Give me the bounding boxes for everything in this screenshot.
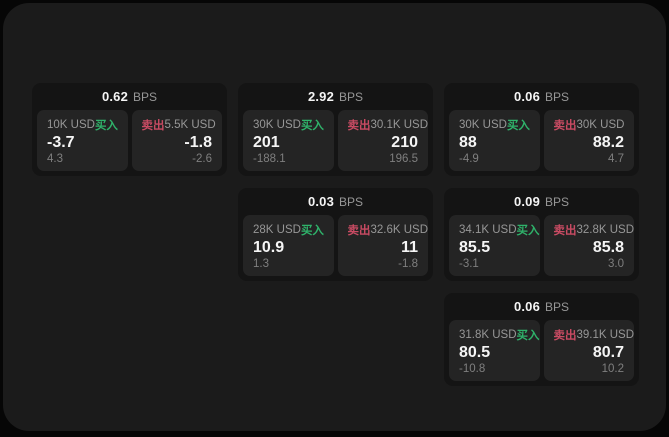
sell-notional: 32.6K USD xyxy=(370,224,429,236)
quote-body: 30K USD 买入 88 -4.9 卖出 30K USD 88.2 4.7 xyxy=(444,110,639,176)
sell-tile[interactable]: 卖出 32.6K USD 11 -1.8 xyxy=(337,215,429,276)
buy-label: 买入 xyxy=(300,120,324,132)
buy-label: 买入 xyxy=(506,120,530,132)
sell-delta: 10.2 xyxy=(601,362,624,375)
sell-label: 卖出 xyxy=(141,120,165,132)
quote-card: 2.92 BPS 30K USD 买入 201 -188.1 卖出 30.1K … xyxy=(238,83,433,176)
buy-notional: 30K USD xyxy=(253,119,301,131)
buy-price: 10.9 xyxy=(253,239,285,257)
sell-price: 88.2 xyxy=(592,134,624,152)
bps-value: 0.06 xyxy=(513,299,541,314)
sell-tile[interactable]: 卖出 5.5K USD -1.8 -2.6 xyxy=(131,110,222,171)
bps-unit-label: BPS xyxy=(545,89,570,104)
buy-notional: 30K USD xyxy=(459,119,507,131)
quote-card: 0.09 BPS 34.1K USD 买入 85.5 -3.1 卖出 32.8K… xyxy=(444,188,639,281)
sell-tile[interactable]: 卖出 30.1K USD 210 196.5 xyxy=(337,110,429,171)
buy-notional: 28K USD xyxy=(253,224,301,236)
bps-header: 0.03 BPS xyxy=(238,188,433,215)
sell-delta: -1.8 xyxy=(398,257,418,270)
sell-delta: 196.5 xyxy=(389,152,418,165)
buy-price: 85.5 xyxy=(459,239,491,257)
sell-label: 卖出 xyxy=(347,225,371,237)
quote-grid: 0.62 BPS 10K USD 买入 -3.7 4.3 卖出 5.5K USD xyxy=(32,83,639,386)
bps-value: 0.06 xyxy=(513,89,541,104)
quote-body: 28K USD 买入 10.9 1.3 卖出 32.6K USD 11 -1.8 xyxy=(238,215,433,281)
sell-tile[interactable]: 卖出 39.1K USD 80.7 10.2 xyxy=(543,320,635,381)
buy-tile[interactable]: 30K USD 买入 201 -188.1 xyxy=(243,110,334,171)
bps-header: 0.06 BPS xyxy=(444,293,639,320)
sell-tile[interactable]: 卖出 32.8K USD 85.8 3.0 xyxy=(543,215,635,276)
buy-delta: 4.3 xyxy=(47,152,63,165)
quote-body: 34.1K USD 买入 85.5 -3.1 卖出 32.8K USD 85.8… xyxy=(444,215,639,281)
buy-label: 买入 xyxy=(300,225,324,237)
buy-tile[interactable]: 34.1K USD 买入 85.5 -3.1 xyxy=(449,215,540,276)
bps-unit-label: BPS xyxy=(545,194,570,209)
buy-notional: 31.8K USD xyxy=(459,329,517,341)
sell-tile[interactable]: 卖出 30K USD 88.2 4.7 xyxy=(543,110,634,171)
bps-value: 0.09 xyxy=(513,194,541,209)
sell-price: 210 xyxy=(391,134,418,152)
bps-value: 2.92 xyxy=(307,89,335,104)
bps-header: 2.92 BPS xyxy=(238,83,433,110)
bps-header: 0.09 BPS xyxy=(444,188,639,215)
buy-tile[interactable]: 30K USD 买入 88 -4.9 xyxy=(449,110,540,171)
app-panel: 0.62 BPS 10K USD 买入 -3.7 4.3 卖出 5.5K USD xyxy=(3,3,666,431)
buy-delta: -3.1 xyxy=(459,257,479,270)
sell-notional: 5.5K USD xyxy=(164,119,216,131)
bps-unit-label: BPS xyxy=(545,299,570,314)
bps-unit-label: BPS xyxy=(339,194,364,209)
quote-body: 30K USD 买入 201 -188.1 卖出 30.1K USD 210 1… xyxy=(238,110,433,176)
bps-value: 0.62 xyxy=(101,89,129,104)
sell-price: -1.8 xyxy=(184,134,212,152)
buy-tile[interactable]: 28K USD 买入 10.9 1.3 xyxy=(243,215,334,276)
buy-price: -3.7 xyxy=(47,134,75,152)
buy-tile[interactable]: 10K USD 买入 -3.7 4.3 xyxy=(37,110,128,171)
sell-price: 80.7 xyxy=(592,344,624,362)
quote-card: 0.06 BPS 31.8K USD 买入 80.5 -10.8 卖出 39.1… xyxy=(444,293,639,386)
bps-value: 0.03 xyxy=(307,194,335,209)
sell-price: 11 xyxy=(401,239,418,257)
buy-delta: 1.3 xyxy=(253,257,269,270)
bps-unit-label: BPS xyxy=(339,89,364,104)
quote-card: 0.06 BPS 30K USD 买入 88 -4.9 卖出 30K USD xyxy=(444,83,639,176)
bps-header: 0.62 BPS xyxy=(32,83,227,110)
buy-delta: -4.9 xyxy=(459,152,479,165)
sell-notional: 39.1K USD xyxy=(576,329,635,341)
bps-unit-label: BPS xyxy=(133,89,158,104)
quote-card: 0.03 BPS 28K USD 买入 10.9 1.3 卖出 32.6K US… xyxy=(238,188,433,281)
buy-price: 88 xyxy=(459,134,477,152)
buy-delta: -188.1 xyxy=(253,152,286,165)
quote-card: 0.62 BPS 10K USD 买入 -3.7 4.3 卖出 5.5K USD xyxy=(32,83,227,176)
buy-price: 201 xyxy=(253,134,280,152)
sell-label: 卖出 xyxy=(553,120,577,132)
buy-notional: 34.1K USD xyxy=(459,224,517,236)
buy-label: 买入 xyxy=(94,120,118,132)
sell-delta: 4.7 xyxy=(608,152,624,165)
sell-label: 卖出 xyxy=(553,330,577,342)
quote-body: 31.8K USD 买入 80.5 -10.8 卖出 39.1K USD 80.… xyxy=(444,320,639,386)
bps-header: 0.06 BPS xyxy=(444,83,639,110)
sell-notional: 30K USD xyxy=(576,119,625,131)
buy-price: 80.5 xyxy=(459,344,491,362)
buy-tile[interactable]: 31.8K USD 买入 80.5 -10.8 xyxy=(449,320,540,381)
quote-body: 10K USD 买入 -3.7 4.3 卖出 5.5K USD -1.8 -2.… xyxy=(32,110,227,176)
buy-notional: 10K USD xyxy=(47,119,95,131)
sell-notional: 32.8K USD xyxy=(576,224,635,236)
sell-notional: 30.1K USD xyxy=(370,119,429,131)
sell-label: 卖出 xyxy=(553,225,577,237)
sell-price: 85.8 xyxy=(592,239,624,257)
buy-label: 买入 xyxy=(516,225,540,237)
buy-label: 买入 xyxy=(516,330,540,342)
buy-delta: -10.8 xyxy=(459,362,486,375)
sell-label: 卖出 xyxy=(347,120,371,132)
sell-delta: 3.0 xyxy=(608,257,624,270)
sell-delta: -2.6 xyxy=(192,152,212,165)
